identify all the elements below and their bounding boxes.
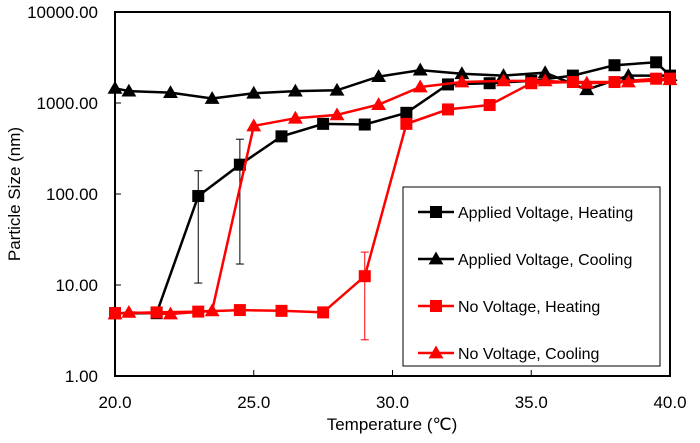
marker-square	[317, 306, 330, 319]
marker-triangle	[107, 80, 123, 94]
series-layer	[107, 56, 678, 341]
marker-triangle	[428, 345, 444, 359]
marker-square	[608, 76, 621, 89]
marker-triangle	[329, 82, 345, 96]
marker-triangle	[454, 66, 470, 80]
legend-label: No Voltage, Cooling	[458, 346, 599, 363]
marker-square	[400, 117, 413, 130]
marker-triangle	[428, 251, 444, 265]
marker-square	[525, 77, 538, 90]
marker-square	[608, 59, 621, 72]
marker-square	[358, 118, 371, 131]
x-tick-label: 40.0	[653, 393, 686, 412]
marker-square	[275, 304, 288, 317]
marker-triangle	[579, 82, 595, 96]
marker-triangle	[329, 107, 345, 121]
marker-triangle	[121, 304, 137, 318]
y-axis: 1.00 10.00 100.00 1000.00 10000.00	[27, 3, 121, 386]
marker-triangle	[287, 110, 303, 124]
marker-square	[358, 270, 371, 283]
legend-item-3: No Voltage, Cooling	[418, 345, 599, 363]
marker-square	[566, 76, 579, 89]
marker-triangle	[454, 74, 470, 88]
marker-triangle	[412, 79, 428, 93]
marker-triangle	[496, 73, 511, 87]
marker-triangle	[246, 85, 262, 99]
y-tick-label: 1000.00	[37, 94, 98, 113]
marker-square	[650, 56, 663, 69]
legend-item-0: Applied Voltage, Heating	[418, 205, 633, 222]
marker-square	[483, 99, 496, 112]
x-tick-label: 35.0	[515, 393, 548, 412]
series-2	[109, 72, 676, 341]
marker-square	[442, 103, 454, 116]
marker-triangle	[121, 83, 137, 97]
marker-square	[650, 72, 663, 85]
y-tick-label: 10000.00	[27, 3, 98, 22]
legend-label: No Voltage, Heating	[458, 299, 600, 316]
x-axis-title: Temperature (℃)	[327, 415, 458, 434]
y-tick-label: 100.00	[46, 185, 98, 204]
marker-square	[150, 306, 163, 319]
y-axis-title: Particle Size (nm)	[5, 127, 24, 261]
marker-square	[233, 158, 246, 171]
marker-square	[192, 305, 205, 318]
marker-triangle	[537, 65, 553, 79]
marker-triangle	[163, 85, 178, 99]
marker-square	[317, 117, 330, 130]
marker-square	[275, 130, 288, 143]
x-tick-label: 25.0	[237, 393, 270, 412]
x-axis: 20.0 25.0 30.0 35.0 40.0	[98, 370, 687, 412]
marker-square	[483, 77, 496, 90]
marker-square	[664, 72, 676, 85]
legend-box	[402, 186, 661, 367]
x-tick-label: 30.0	[376, 393, 409, 412]
marker-square	[192, 190, 205, 203]
legend-item-1: Applied Voltage, Cooling	[418, 251, 632, 269]
marker-square	[430, 206, 442, 218]
marker-triangle	[371, 69, 387, 83]
marker-triangle	[371, 97, 387, 111]
marker-triangle	[620, 68, 636, 82]
x-tick-label: 20.0	[98, 393, 131, 412]
legend-label: Applied Voltage, Cooling	[458, 252, 632, 269]
marker-triangle	[246, 118, 262, 132]
marker-triangle	[204, 303, 220, 317]
marker-triangle	[412, 62, 428, 76]
legend-label: Applied Voltage, Heating	[458, 205, 633, 222]
y-tick-label: 1.00	[65, 367, 98, 386]
marker-square	[400, 106, 413, 119]
marker-triangle	[287, 83, 303, 97]
marker-square	[430, 300, 442, 312]
y-tick-label: 10.00	[55, 276, 98, 295]
marker-square	[109, 307, 121, 320]
marker-triangle	[204, 91, 220, 104]
legend: Applied Voltage, Heating Applied Voltage,…	[402, 186, 661, 367]
marker-square	[233, 304, 246, 317]
legend-item-2: No Voltage, Heating	[418, 299, 600, 316]
